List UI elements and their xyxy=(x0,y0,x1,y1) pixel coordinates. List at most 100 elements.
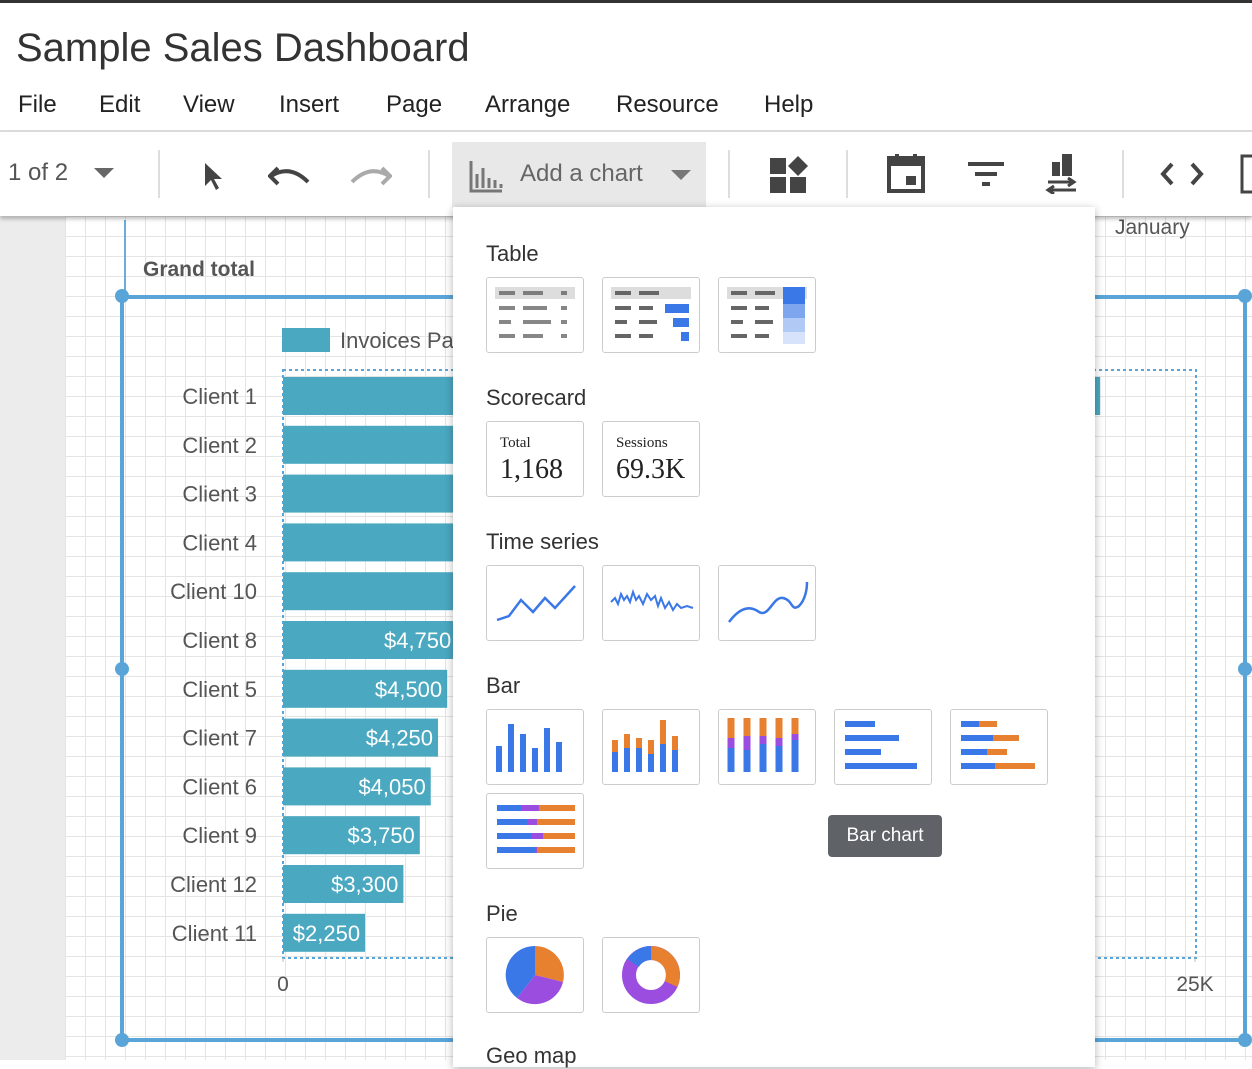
column-option[interactable] xyxy=(486,709,584,785)
menu-item[interactable]: Edit xyxy=(99,91,141,118)
smooth-icon xyxy=(728,581,809,623)
menu-item[interactable]: Page xyxy=(386,91,443,118)
scorecard-label: Total xyxy=(500,435,531,451)
section-title: Pie xyxy=(486,901,518,926)
donut-option[interactable] xyxy=(602,937,700,1013)
bar-option[interactable] xyxy=(834,709,932,785)
bar xyxy=(283,718,439,757)
y-tick-label: Client 9 xyxy=(182,823,257,848)
resize-handle xyxy=(115,1033,129,1047)
controls-icon[interactable] xyxy=(768,154,810,194)
sparkline-icon xyxy=(610,588,694,612)
dropdown-arrow xyxy=(671,170,691,180)
table-bars-option[interactable] xyxy=(602,277,700,353)
separator xyxy=(728,150,730,198)
page-indicator[interactable]: 1 of 2 xyxy=(8,159,69,186)
image-icon[interactable] xyxy=(1238,152,1252,196)
top-border xyxy=(0,0,1252,3)
value-label: $4,750 xyxy=(384,628,451,653)
pie-icon xyxy=(505,945,564,1005)
y-tick-label: Client 7 xyxy=(182,726,257,751)
y-tick-label: Client 1 xyxy=(182,384,257,409)
scorecard-value: 1,168 xyxy=(500,454,563,485)
dashboard-title: Sample Sales Dashboard xyxy=(16,26,470,70)
value-label: $4,500 xyxy=(375,677,442,702)
y-tick-label: Client 6 xyxy=(182,774,257,799)
section-title: Bar xyxy=(486,673,521,698)
menu-item[interactable]: Resource xyxy=(616,91,719,118)
separator xyxy=(1122,150,1124,198)
embed-icon[interactable] xyxy=(1160,160,1204,188)
tooltip: Bar chart xyxy=(828,815,942,857)
scorecard-compact-option[interactable]: Sessions 69.3K xyxy=(602,421,700,497)
y-tick-label: Client 12 xyxy=(170,872,257,897)
legend-label: Invoices Pa xyxy=(340,328,454,353)
resize-handle xyxy=(115,662,129,676)
resize-handle xyxy=(1238,1033,1252,1047)
chart-icon xyxy=(469,161,503,193)
stacked-column-icon xyxy=(612,720,678,772)
x-tick-label: 25K xyxy=(1176,973,1213,996)
section-title: Table xyxy=(486,241,539,266)
scorecard-label: Sessions xyxy=(616,435,668,451)
y-tick-label: Client 10 xyxy=(170,579,257,604)
date-range-icon[interactable] xyxy=(886,152,926,194)
stacked-column-option[interactable] xyxy=(602,709,700,785)
legend-swatch xyxy=(282,328,330,352)
menu-item[interactable]: View xyxy=(183,91,235,118)
grand-total: Grand total xyxy=(143,258,255,281)
time-series-option[interactable] xyxy=(486,565,584,641)
bar xyxy=(283,669,448,708)
x-tick-label: 0 xyxy=(277,973,289,996)
separator xyxy=(846,150,848,198)
y-tick-label: Client 3 xyxy=(182,482,257,507)
column-icon xyxy=(496,724,562,772)
add-chart-label: Add a chart xyxy=(520,160,643,187)
y-tick-label: Client 2 xyxy=(182,433,257,458)
bar xyxy=(283,816,420,855)
resize-handle xyxy=(115,289,129,303)
menu-item[interactable]: File xyxy=(18,91,57,118)
donut-icon xyxy=(622,946,680,1004)
bar xyxy=(283,767,431,806)
bar xyxy=(283,913,366,952)
resize-handle xyxy=(1238,289,1252,303)
percent-column-option[interactable] xyxy=(718,709,816,785)
menu-item[interactable]: Help xyxy=(764,91,814,118)
header-divider xyxy=(0,130,1252,132)
section-title: Geo map xyxy=(486,1043,577,1068)
table-heatmap-icon xyxy=(727,287,807,344)
line-icon xyxy=(496,585,576,622)
filter-icon[interactable] xyxy=(966,160,1006,190)
bar-icon xyxy=(845,721,917,769)
y-tick-label: Client 11 xyxy=(172,921,257,946)
percent-column-icon xyxy=(727,718,799,772)
menu-item[interactable]: Arrange xyxy=(485,91,571,118)
pie-option[interactable] xyxy=(486,937,584,1013)
table-option[interactable] xyxy=(486,277,584,353)
percent-bar-option[interactable] xyxy=(486,793,584,869)
y-tick-label: Client 5 xyxy=(182,677,257,702)
stacked-bar-option[interactable] xyxy=(950,709,1048,785)
menu-item[interactable]: Insert xyxy=(279,91,340,118)
stacked-bar-icon xyxy=(961,721,1035,769)
table-heatmap-option[interactable] xyxy=(718,277,816,353)
sparkline-option[interactable] xyxy=(602,565,700,641)
section-title: Scorecard xyxy=(486,385,587,410)
percent-bar-icon xyxy=(497,805,575,853)
value-label: $3,300 xyxy=(331,872,398,897)
y-tick-label: Client 8 xyxy=(182,628,257,653)
scorecard-option[interactable]: Total 1,168 xyxy=(486,421,584,497)
value-label: $3,750 xyxy=(348,823,415,848)
undo[interactable] xyxy=(268,160,314,190)
toolbar: 1 of 2 Add a chart xyxy=(0,132,1252,216)
bar xyxy=(283,621,457,659)
smoothed-option[interactable] xyxy=(718,565,816,641)
add-chart-button[interactable]: Add a chart xyxy=(452,142,706,208)
data-control-icon[interactable] xyxy=(1044,152,1080,194)
dropdown-arrow[interactable] xyxy=(92,166,116,180)
redo[interactable] xyxy=(346,160,392,190)
table-icon xyxy=(495,287,575,338)
select-tool[interactable] xyxy=(200,160,226,192)
